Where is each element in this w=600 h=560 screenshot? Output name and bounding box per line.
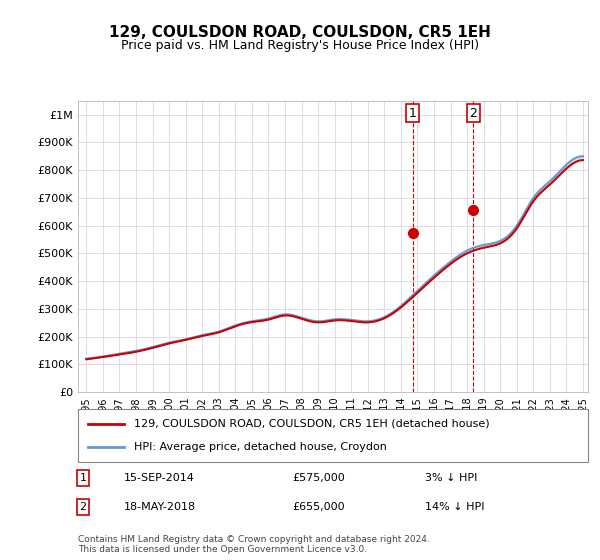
FancyBboxPatch shape — [78, 409, 588, 462]
Text: 18-MAY-2018: 18-MAY-2018 — [124, 502, 196, 512]
Text: £655,000: £655,000 — [292, 502, 345, 512]
Text: £575,000: £575,000 — [292, 473, 345, 483]
Text: 1: 1 — [409, 106, 416, 120]
Text: HPI: Average price, detached house, Croydon: HPI: Average price, detached house, Croy… — [134, 442, 387, 452]
Text: 3% ↓ HPI: 3% ↓ HPI — [425, 473, 477, 483]
Text: 129, COULSDON ROAD, COULSDON, CR5 1EH: 129, COULSDON ROAD, COULSDON, CR5 1EH — [109, 25, 491, 40]
Text: Price paid vs. HM Land Registry's House Price Index (HPI): Price paid vs. HM Land Registry's House … — [121, 39, 479, 52]
Text: 14% ↓ HPI: 14% ↓ HPI — [425, 502, 484, 512]
Text: 2: 2 — [80, 502, 86, 512]
Text: 15-SEP-2014: 15-SEP-2014 — [124, 473, 195, 483]
Text: 129, COULSDON ROAD, COULSDON, CR5 1EH (detached house): 129, COULSDON ROAD, COULSDON, CR5 1EH (d… — [134, 419, 490, 429]
Text: 2: 2 — [469, 106, 478, 120]
Text: 1: 1 — [80, 473, 86, 483]
Text: Contains HM Land Registry data © Crown copyright and database right 2024.
This d: Contains HM Land Registry data © Crown c… — [78, 535, 430, 554]
